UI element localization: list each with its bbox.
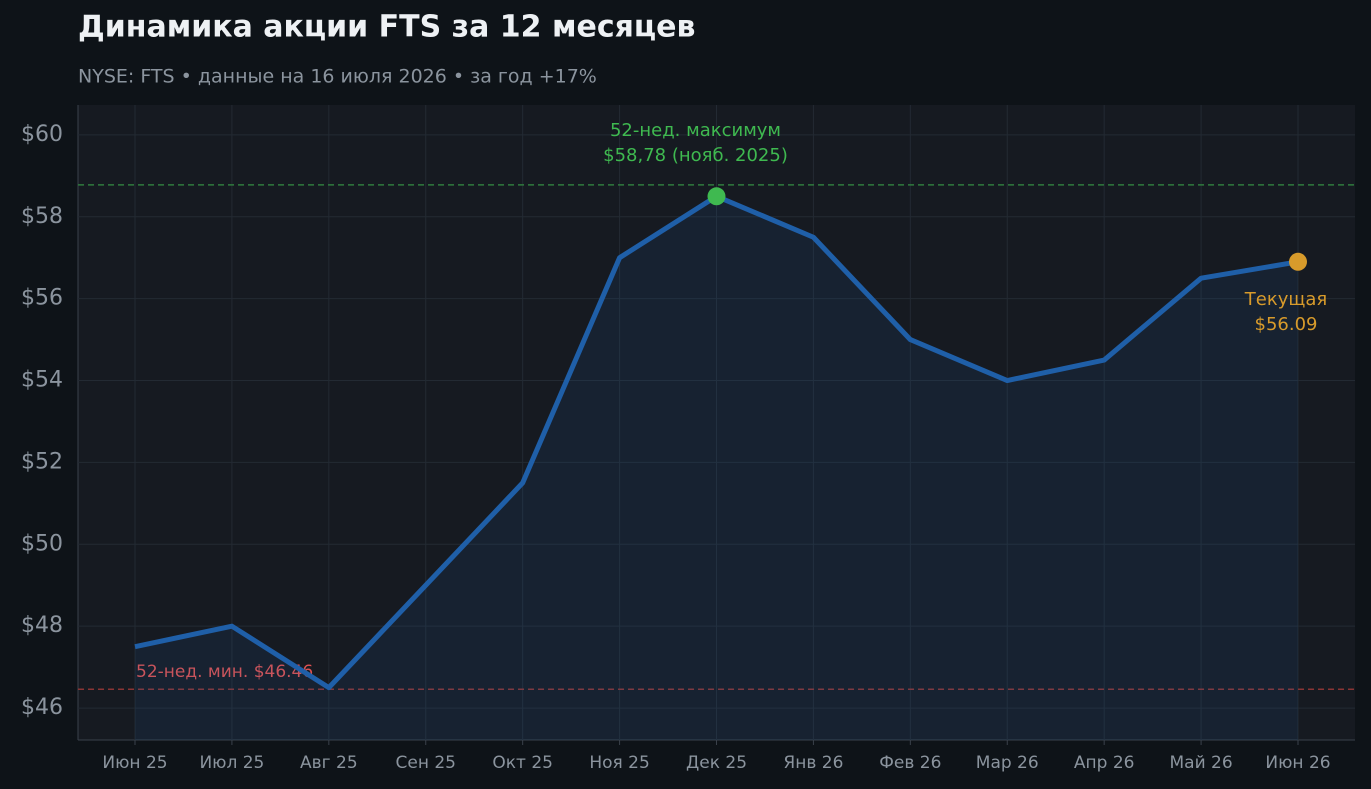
x-tick-label: Июл 25 xyxy=(199,753,264,773)
x-tick-label: Сен 25 xyxy=(396,753,456,773)
marker-point xyxy=(1289,252,1307,271)
y-tick-label: $56 xyxy=(21,286,63,311)
x-tick-label: Янв 26 xyxy=(783,753,843,773)
x-tick-label: Фев 26 xyxy=(879,753,941,773)
marker-label: $56.09 xyxy=(1255,314,1318,335)
marker-point xyxy=(707,187,726,206)
x-tick-label: Апр 26 xyxy=(1074,753,1135,773)
y-tick-label: $58 xyxy=(21,204,63,229)
y-tick-label: $60 xyxy=(21,122,63,147)
x-tick-label: Авг 25 xyxy=(300,753,358,773)
area xyxy=(135,196,1298,740)
x-tick-label: Июн 26 xyxy=(1265,753,1330,773)
y-tick-label: $48 xyxy=(21,613,63,638)
y-tick-label: $50 xyxy=(21,531,63,556)
y-tick-label: $54 xyxy=(21,368,63,393)
reference-label: $58,78 (нояб. 2025) xyxy=(603,145,788,166)
x-tick-label: Дек 25 xyxy=(686,753,747,773)
reference-label: 52-нед. мин. $46.46 xyxy=(136,662,313,682)
reference-label: 52-нед. максимум xyxy=(610,120,781,141)
chart-title: Динамика акции FTS за 12 месяцев xyxy=(78,10,695,45)
marker-label: Текущая xyxy=(1244,289,1327,310)
x-tick-label: Май 26 xyxy=(1169,753,1232,773)
y-tick-label: $52 xyxy=(21,449,63,474)
x-tick-label: Июн 25 xyxy=(102,753,167,773)
x-tick-label: Ноя 25 xyxy=(589,753,649,773)
y-tick-label: $46 xyxy=(21,695,63,720)
x-tick-label: Окт 25 xyxy=(492,753,553,773)
chart-subtitle: NYSE: FTS • данные на 16 июля 2026 • за … xyxy=(78,66,597,88)
x-tick-label: Мар 26 xyxy=(976,753,1039,773)
